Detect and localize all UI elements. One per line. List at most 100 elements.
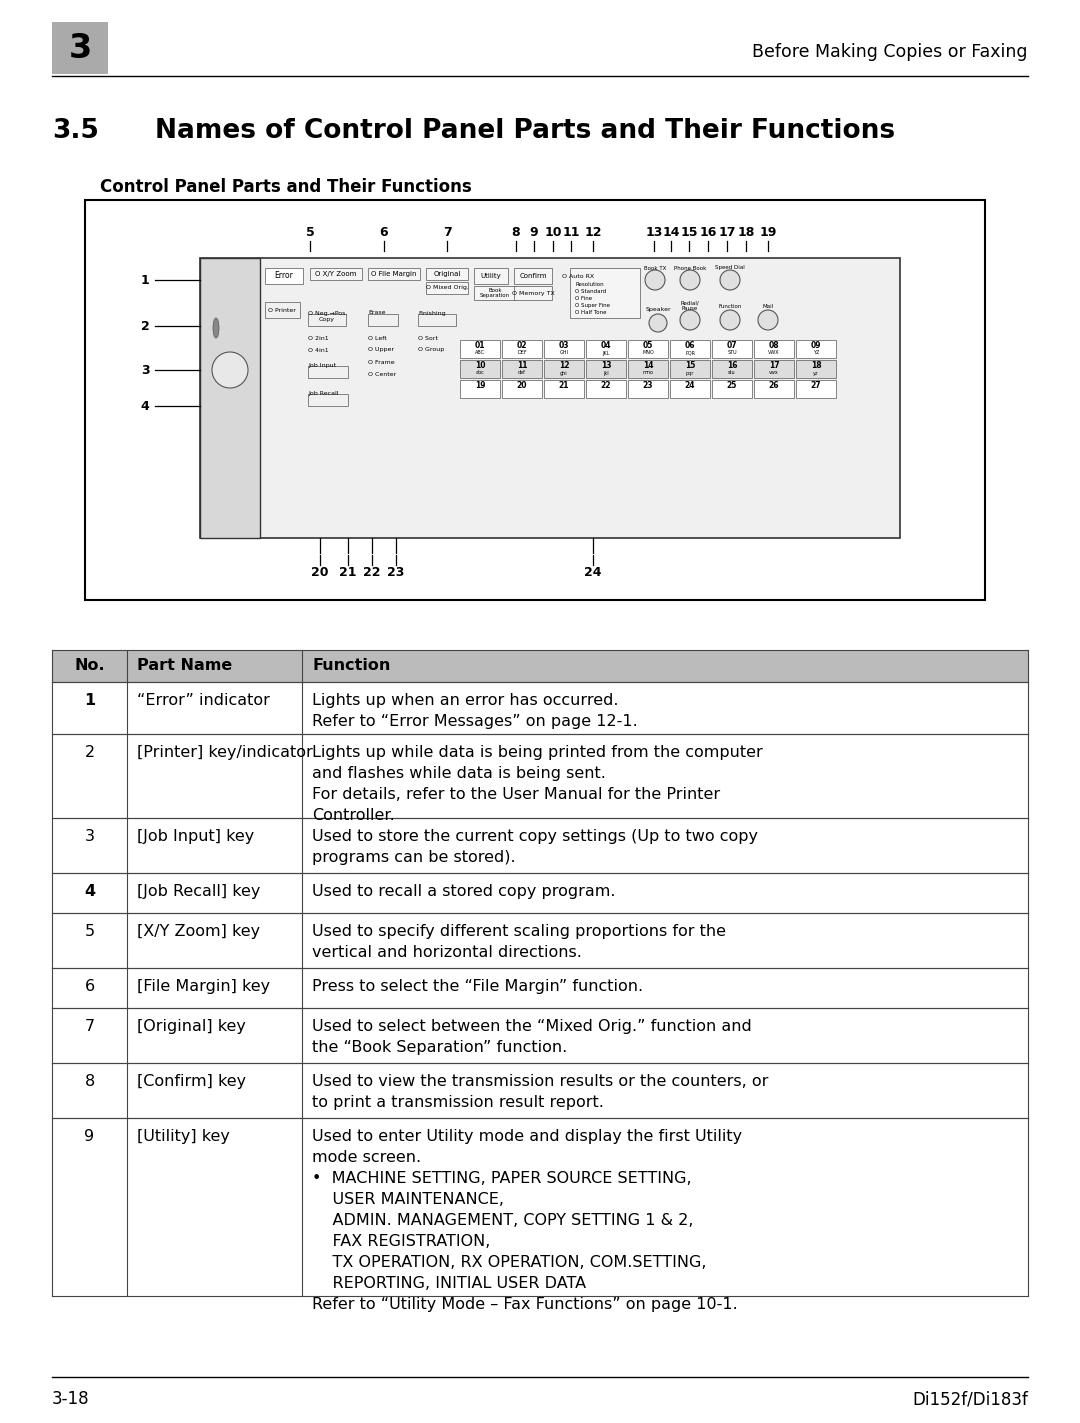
Text: ABC: ABC: [475, 350, 485, 356]
Text: 14: 14: [662, 226, 679, 239]
Text: O Group: O Group: [418, 347, 444, 353]
Text: 04: 04: [600, 340, 611, 350]
Text: vwx: vwx: [769, 370, 779, 376]
Bar: [796, 340, 836, 359]
Text: 22: 22: [363, 566, 381, 579]
Text: 27: 27: [811, 380, 821, 390]
Text: mno: mno: [643, 370, 653, 376]
Text: O File Margin: O File Margin: [372, 270, 417, 277]
Text: 15: 15: [680, 226, 698, 239]
Text: O Mixed Orig.: O Mixed Orig.: [426, 286, 469, 290]
Bar: [502, 360, 542, 379]
Text: Mail: Mail: [762, 303, 773, 309]
Bar: [712, 360, 752, 379]
Bar: [308, 314, 346, 326]
Bar: [85, 201, 985, 601]
Text: Part Name: Part Name: [137, 659, 232, 673]
Bar: [426, 268, 468, 280]
Bar: [200, 258, 260, 538]
Text: 8: 8: [512, 226, 521, 239]
Text: stu: stu: [728, 370, 735, 376]
Text: 2: 2: [84, 746, 95, 760]
Text: Book
Separation: Book Separation: [480, 287, 510, 299]
Text: 14: 14: [643, 360, 653, 370]
Bar: [52, 21, 108, 74]
Text: O X/Y Zoom: O X/Y Zoom: [315, 270, 356, 277]
Text: VWX: VWX: [768, 350, 780, 356]
Bar: [460, 360, 500, 379]
Text: Speaker: Speaker: [645, 307, 671, 313]
Text: Used to view the transmission results or the counters, or
to print a transmissio: Used to view the transmission results or…: [312, 1074, 768, 1110]
Circle shape: [680, 270, 700, 290]
Bar: [418, 314, 456, 326]
Text: 24: 24: [584, 566, 602, 579]
Bar: [544, 380, 584, 398]
Text: 5: 5: [306, 226, 314, 239]
Text: 6: 6: [380, 226, 389, 239]
Text: yz: yz: [813, 370, 819, 376]
Text: 02: 02: [516, 340, 527, 350]
Text: 19: 19: [759, 226, 777, 239]
Text: 24: 24: [685, 380, 696, 390]
Text: 01: 01: [475, 340, 485, 350]
Text: 18: 18: [738, 226, 755, 239]
Bar: [52, 650, 1028, 682]
Bar: [627, 340, 669, 359]
Bar: [627, 380, 669, 398]
Text: 7: 7: [443, 226, 451, 239]
Circle shape: [649, 314, 667, 332]
Text: Control Panel Parts and Their Functions: Control Panel Parts and Their Functions: [100, 178, 472, 196]
Text: YZ: YZ: [813, 350, 820, 356]
Bar: [514, 286, 552, 300]
Bar: [502, 380, 542, 398]
Text: ghi: ghi: [561, 370, 568, 376]
Text: 17: 17: [718, 226, 735, 239]
Circle shape: [758, 310, 778, 330]
Text: 15: 15: [685, 360, 696, 370]
Bar: [308, 394, 348, 406]
Text: 5: 5: [84, 924, 95, 939]
Text: 17: 17: [769, 360, 780, 370]
Text: 21: 21: [558, 380, 569, 390]
Bar: [52, 914, 1028, 968]
Text: 21: 21: [339, 566, 356, 579]
Bar: [586, 340, 626, 359]
Bar: [586, 380, 626, 398]
Text: Copy: Copy: [319, 317, 335, 323]
Bar: [502, 340, 542, 359]
Text: 1: 1: [84, 693, 95, 709]
Text: MNO: MNO: [643, 350, 653, 356]
Text: 2: 2: [140, 320, 149, 333]
Text: Erase: Erase: [368, 310, 386, 316]
Text: def: def: [518, 370, 526, 376]
Text: O Memory TX: O Memory TX: [512, 290, 554, 296]
Bar: [52, 1063, 1028, 1118]
Text: O Neg.→Pos.: O Neg.→Pos.: [308, 310, 348, 316]
Text: [Printer] key/indicator: [Printer] key/indicator: [137, 746, 313, 760]
Bar: [754, 360, 794, 379]
Text: 3: 3: [68, 31, 92, 64]
Bar: [796, 380, 836, 398]
Bar: [544, 360, 584, 379]
Bar: [52, 1007, 1028, 1063]
Text: Di152f/Di183f: Di152f/Di183f: [913, 1390, 1028, 1407]
Bar: [200, 258, 900, 538]
Bar: [754, 380, 794, 398]
Bar: [460, 380, 500, 398]
Text: Error: Error: [274, 272, 294, 280]
Text: 16: 16: [700, 226, 717, 239]
Text: DEF: DEF: [517, 350, 527, 356]
Text: [Job Input] key: [Job Input] key: [137, 830, 254, 844]
Text: 4: 4: [84, 884, 95, 899]
Text: 1: 1: [140, 273, 149, 286]
Text: 16: 16: [727, 360, 738, 370]
Text: Resolution
O Standard
O Fine
O Super Fine
O Half Tone: Resolution O Standard O Fine O Super Fin…: [575, 282, 610, 314]
Text: O 4in1: O 4in1: [308, 349, 328, 353]
Text: 18: 18: [811, 360, 821, 370]
Text: 05: 05: [643, 340, 653, 350]
Text: 07: 07: [727, 340, 738, 350]
Bar: [514, 268, 552, 285]
Bar: [627, 360, 669, 379]
Bar: [310, 268, 362, 280]
Text: 4: 4: [140, 400, 149, 413]
